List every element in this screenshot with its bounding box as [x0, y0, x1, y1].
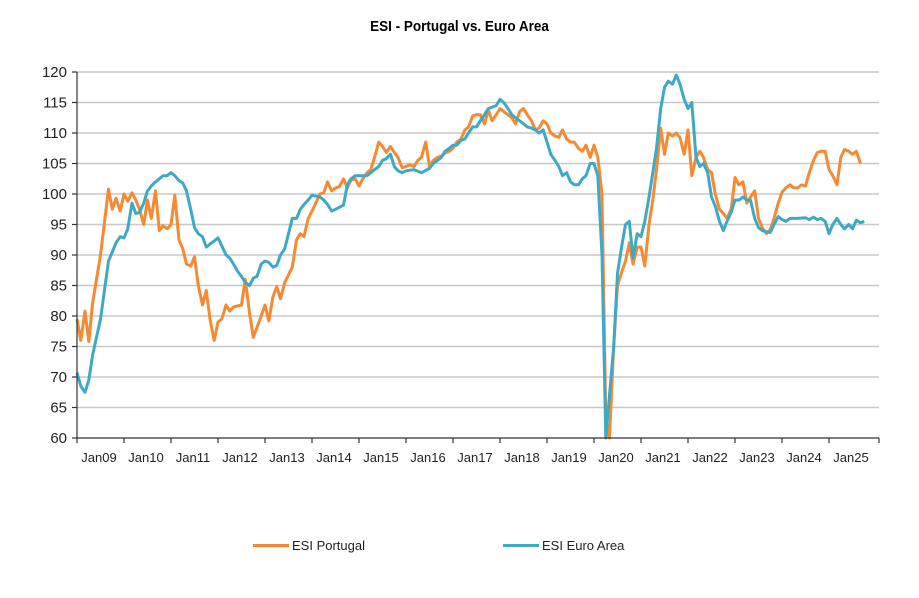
y-tick-label: 110 — [43, 125, 67, 142]
series-line-esi-euro-area — [75, 73, 865, 440]
y-tick-label: 60 — [50, 430, 67, 447]
x-tick-label: Jan22 — [692, 450, 727, 465]
legend-item-esi-portugal: ESI Portugal — [253, 538, 365, 553]
y-tick-label: 80 — [50, 308, 67, 325]
series-line-esi-portugal — [75, 107, 862, 440]
x-tick-label: Jan10 — [128, 450, 163, 465]
y-tick-label: 85 — [50, 278, 67, 295]
x-tick-label: Jan09 — [81, 450, 116, 465]
x-tick-label: Jan25 — [833, 450, 868, 465]
x-tick-label: Jan14 — [316, 450, 351, 465]
series-lines — [75, 73, 865, 440]
y-tick-label: 90 — [50, 247, 67, 264]
y-tick-label: 100 — [42, 186, 67, 203]
x-tick-label: Jan12 — [222, 450, 257, 465]
x-tick-label: Jan15 — [363, 450, 398, 465]
legend-item-esi-euro-area: ESI Euro Area — [503, 538, 624, 553]
legend-swatch-orange — [253, 544, 289, 547]
x-axis-ticks: Jan09 Jan10 Jan11 Jan12 Jan13 Jan14 Jan15 Jan16… — [76, 438, 880, 465]
x-tick-label: Jan23 — [739, 450, 774, 465]
x-tick-label: Jan16 — [410, 450, 445, 465]
y-axis-ticks: 60 65 70 75 80 85 90 95 100 105 110 115 120 — [42, 64, 77, 447]
legend-label: ESI Euro Area — [542, 538, 625, 553]
y-tick-label: 70 — [50, 369, 67, 386]
y-tick-label: 105 — [42, 156, 67, 173]
x-tick-label: Jan13 — [269, 450, 304, 465]
y-tick-label: 115 — [43, 95, 67, 112]
chart-title: ESI - Portugal vs. Euro Area — [370, 18, 549, 35]
x-tick-label: Jan17 — [457, 450, 492, 465]
y-tick-label: 120 — [42, 64, 67, 81]
x-tick-label: Jan21 — [645, 450, 680, 465]
x-tick-label: Jan20 — [598, 450, 633, 465]
x-tick-label: Jan11 — [176, 450, 210, 465]
gridlines — [77, 71, 879, 409]
x-tick-label: Jan19 — [551, 450, 586, 465]
y-tick-label: 75 — [50, 339, 67, 356]
legend-swatch-blue — [503, 544, 539, 547]
y-tick-label: 95 — [50, 217, 67, 234]
legend-label: ESI Portugal — [292, 538, 365, 553]
x-tick-label: Jan24 — [786, 450, 821, 465]
y-tick-label: 65 — [50, 400, 67, 417]
x-tick-label: Jan18 — [504, 450, 539, 465]
